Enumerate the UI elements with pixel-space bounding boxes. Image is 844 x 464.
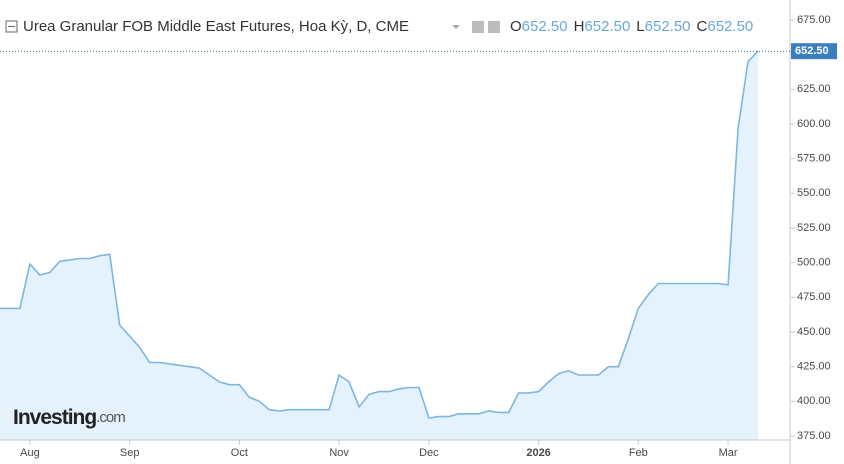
area-fill <box>0 51 758 440</box>
y-tick-label: 425.00 <box>797 361 831 373</box>
dropdown-arrow[interactable] <box>452 25 460 29</box>
x-tick-label: Dec <box>419 447 439 459</box>
x-tick-label: Mar <box>719 447 738 459</box>
x-tick-label: Oct <box>231 447 248 459</box>
x-tick-label: Aug <box>20 447 40 459</box>
price-line <box>0 50 759 419</box>
y-tick-label: 475.00 <box>797 291 831 303</box>
y-tick-label: 600.00 <box>797 118 831 130</box>
x-tick-label: Feb <box>629 447 648 459</box>
ohlc-key: H <box>574 18 585 35</box>
collapse-icon[interactable] <box>5 20 18 33</box>
y-tick-label: 675.00 <box>797 14 831 26</box>
y-tick-label: 375.00 <box>797 430 831 442</box>
ohlc-value: 652.50 <box>707 18 753 35</box>
last-price-box <box>791 43 837 60</box>
logo-suffix: .com <box>96 409 125 426</box>
x-tick-label: Sep <box>120 447 140 459</box>
y-tick-label: 500.00 <box>797 257 831 269</box>
last-price-label: 652.50 <box>795 45 829 57</box>
y-tick-label: 550.00 <box>797 187 831 199</box>
ohlc-key: O <box>510 18 522 35</box>
plot-area <box>0 50 759 440</box>
x-tick-label: Nov <box>329 447 349 459</box>
ohlc-key: L <box>636 18 644 35</box>
y-tick-label: 400.00 <box>797 395 831 407</box>
logo: Investing.com <box>13 406 125 429</box>
y-tick-label: 625.00 <box>797 83 831 95</box>
settings-icon[interactable] <box>472 21 484 33</box>
settings-icon[interactable] <box>488 21 500 33</box>
ohlc-value: 652.50 <box>645 18 691 35</box>
logo-main: Investing <box>13 406 96 429</box>
y-tick-label: 575.00 <box>797 153 831 165</box>
y-tick-label: 450.00 <box>797 326 831 338</box>
x-tick-label: 2026 <box>526 447 550 459</box>
ohlc-key: C <box>697 18 708 35</box>
y-tick-label: 525.00 <box>797 222 831 234</box>
chart-title: Urea Granular FOB Middle East Futures, H… <box>23 18 409 35</box>
ohlc-value: 652.50 <box>584 18 630 35</box>
ohlc-value: 652.50 <box>522 18 568 35</box>
